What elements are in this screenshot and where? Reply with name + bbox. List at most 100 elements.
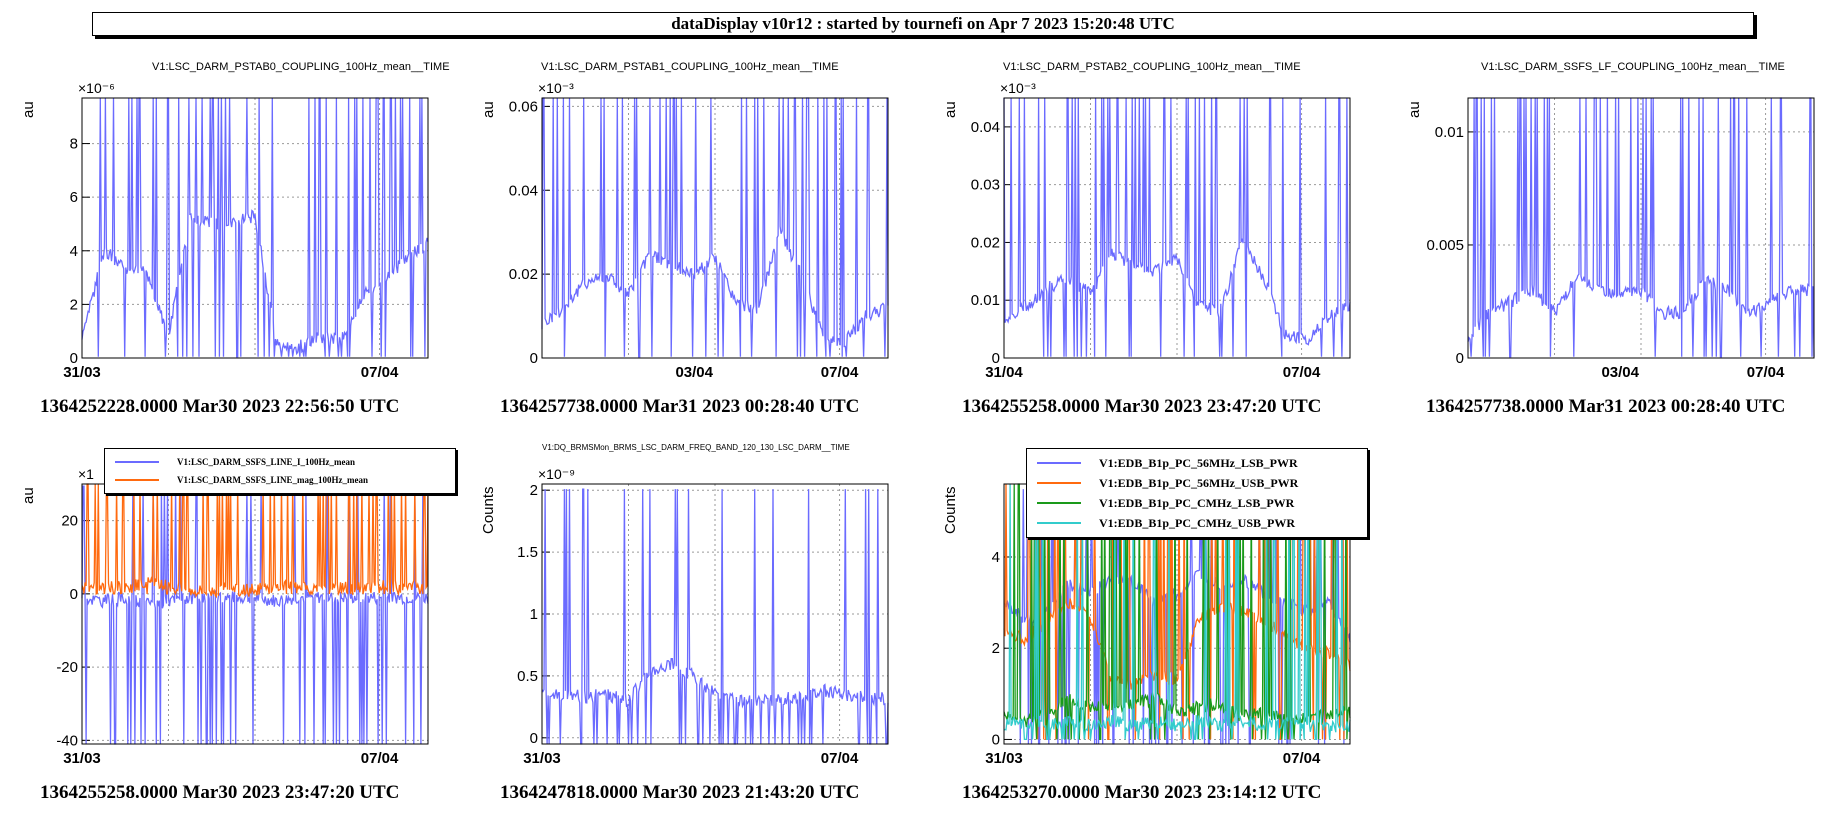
plot-area: 0 0.5 1 1.5 2 31/03 07/04 [517, 482, 889, 767]
y-tick-label: 0.02 [971, 234, 1000, 251]
chart-panel-2: V1:LSC_DARM_PSTAB1_COUPLING_100Hz_mean__… [460, 58, 920, 458]
legend-swatch [115, 461, 159, 463]
legend-entry: V1:LSC_DARM_SSFS_LINE_I_100Hz_mean [105, 453, 355, 471]
series-line-cyan [1003, 483, 1351, 741]
x-tick-label: 31/03 [63, 364, 101, 381]
legend-label: V1:EDB_B1p_PC_CMHz_USB_PWR [1099, 515, 1296, 530]
chart-title: V1:LSC_DARM_PSTAB2_COUPLING_100Hz_mean__… [1003, 61, 1301, 73]
chart-timestamp: 1364255258.0000 Mar30 2023 23:47:20 UTC [40, 782, 400, 803]
series-line-blue [81, 485, 429, 745]
y-tick-label: 2 [992, 640, 1000, 657]
y-tick-label: 0 [530, 350, 538, 367]
chart-title: V1:DQ_BRMSMon_BRMS_LSC_DARM_FREQ_BAND_12… [542, 443, 850, 452]
y-tick-label: 1.5 [517, 544, 538, 561]
y-tick-label: 0.06 [509, 98, 538, 115]
series-line-blue [1467, 97, 1815, 358]
chart-timestamp: 1364257738.0000 Mar31 2023 00:28:40 UTC [500, 396, 860, 417]
y-tick-label: 2 [70, 296, 78, 313]
chart-title: V1:LSC_DARM_PSTAB0_COUPLING_100Hz_mean__… [152, 61, 450, 73]
x-tick-label: 07/04 [821, 750, 859, 767]
chart-timestamp: 1364257738.0000 Mar31 2023 00:28:40 UTC [1426, 396, 1786, 417]
chart-title: V1:LSC_DARM_SSFS_LF_COUPLING_100Hz_mean_… [1481, 61, 1785, 73]
x-tick-label: 07/04 [1747, 364, 1785, 381]
plot-area: 0 0.02 0.04 0.06 03/04 07/04 [509, 97, 889, 381]
legend-label: V1:EDB_B1p_PC_56MHz_USB_PWR [1099, 475, 1299, 490]
x-tick-label: 03/04 [1601, 364, 1639, 381]
y-tick-label: 2 [530, 482, 538, 499]
chart-timestamp: 1364252228.0000 Mar30 2023 22:56:50 UTC [40, 396, 400, 417]
y-tick-label: -40 [56, 732, 78, 749]
x-tick-label: 07/04 [821, 364, 859, 381]
series-line-blue [541, 97, 889, 358]
y-axis-multiplier: ×10⁻⁹ [538, 466, 576, 482]
y-tick-label: 4 [70, 243, 78, 260]
x-tick-label: 07/04 [361, 750, 399, 767]
plot-area: 0 0.005 0.01 03/04 07/04 [1426, 97, 1815, 381]
y-tick-label: 0 [992, 350, 1000, 367]
series-line-blue [541, 488, 889, 745]
x-tick-label: 31/03 [63, 750, 101, 767]
x-tick-label: 07/04 [1283, 750, 1321, 767]
y-tick-label: 8 [70, 136, 78, 153]
plot-frame [81, 97, 429, 359]
series-line-orange [81, 483, 429, 599]
legend-entry: V1:EDB_B1p_PC_CMHz_LSB_PWR [1027, 493, 1294, 513]
plot-frame [1003, 97, 1351, 359]
x-tick-label: 07/04 [361, 364, 399, 381]
chart-panel-1: V1:LSC_DARM_PSTAB0_COUPLING_100Hz_mean__… [0, 58, 460, 458]
y-tick-label: 0.01 [971, 292, 1000, 309]
chart-timestamp: 1364253270.0000 Mar30 2023 23:14:12 UTC [962, 782, 1322, 803]
chart-panel-5: au ×1 1364255258.0000 Mar30 2023 23:47:20 … [0, 440, 460, 840]
y-tick-label: -20 [56, 659, 78, 676]
y-tick-label: 0.005 [1426, 237, 1464, 254]
y-tick-label: 6 [70, 189, 78, 206]
plot-area: -40 -20 0 20 31/03 07/04 [56, 483, 429, 767]
legend-label: V1:EDB_B1p_PC_56MHz_LSB_PWR [1099, 455, 1298, 470]
y-axis-multiplier: ×10⁻³ [538, 80, 574, 96]
y-tick-label: 0.5 [517, 668, 538, 685]
chart-timestamp: 1364247818.0000 Mar30 2023 21:43:20 UTC [500, 782, 860, 803]
legend-label: V1:LSC_DARM_SSFS_LINE_mag_100Hz_mean [177, 475, 369, 485]
legend-swatch [1037, 462, 1081, 464]
chart-panel-6: V1:DQ_BRMSMon_BRMS_LSC_DARM_FREQ_BAND_12… [460, 440, 920, 840]
legend-swatch [1037, 522, 1081, 524]
plot-area: 0 2 4 31/03 07/04 [985, 483, 1351, 767]
legend-swatch [1037, 482, 1081, 484]
plot-frame [541, 483, 889, 745]
legend-entry: V1:EDB_B1p_PC_56MHz_LSB_PWR [1027, 453, 1298, 473]
chart-panel-4: V1:LSC_DARM_SSFS_LF_COUPLING_100Hz_mean_… [1386, 58, 1836, 458]
x-tick-label: 31/03 [523, 750, 561, 767]
chart-timestamp: 1364255258.0000 Mar30 2023 23:47:20 UTC [962, 396, 1322, 417]
y-tick-label: 1 [530, 606, 538, 623]
legend-label: V1:EDB_B1p_PC_CMHz_LSB_PWR [1099, 495, 1295, 510]
chart-panel-7: Counts 1364253270.0000 Mar30 2023 23:14:1… [922, 440, 1382, 840]
y-tick-label: 0.04 [971, 119, 1000, 136]
plot-frame [1467, 97, 1815, 359]
chart-title: V1:LSC_DARM_PSTAB1_COUPLING_100Hz_mean__… [541, 61, 839, 73]
legend-entry: V1:LSC_DARM_SSFS_LINE_mag_100Hz_mean [105, 471, 368, 489]
legend-entry: V1:EDB_B1p_PC_CMHz_USB_PWR [1027, 513, 1295, 533]
y-tick-label: 0.02 [509, 266, 538, 283]
chart-panel-3: V1:LSC_DARM_PSTAB2_COUPLING_100Hz_mean__… [922, 58, 1382, 458]
y-axis-multiplier: ×1 [78, 466, 94, 482]
y-axis-multiplier: ×10⁻³ [1000, 80, 1036, 96]
legend-swatch [1037, 502, 1081, 504]
display-title: dataDisplay v10r12 : started by tournefi… [92, 12, 1754, 36]
y-tick-label: 20 [61, 513, 78, 530]
y-tick-label: 0 [70, 586, 78, 603]
x-tick-label: 31/04 [985, 364, 1023, 381]
x-tick-label: 31/03 [985, 750, 1023, 767]
y-tick-label: 0.04 [509, 182, 538, 199]
plot-area: 0 2 4 6 8 31/03 07/04 [63, 97, 429, 381]
legend: V1:LSC_DARM_SSFS_LINE_I_100Hz_mean V1:LSC… [104, 448, 456, 494]
legend-swatch [115, 479, 159, 481]
x-tick-label: 07/04 [1283, 364, 1321, 381]
y-tick-label: 0 [992, 731, 1000, 748]
y-tick-label: 0 [530, 730, 538, 747]
x-tick-label: 03/04 [675, 364, 713, 381]
legend-entry: V1:EDB_B1p_PC_56MHz_USB_PWR [1027, 473, 1298, 493]
legend: V1:EDB_B1p_PC_56MHz_LSB_PWR V1:EDB_B1p_PC… [1026, 448, 1368, 538]
y-tick-label: 0.03 [971, 177, 1000, 194]
series-line-blue [81, 97, 429, 358]
plot-frame [541, 97, 889, 359]
